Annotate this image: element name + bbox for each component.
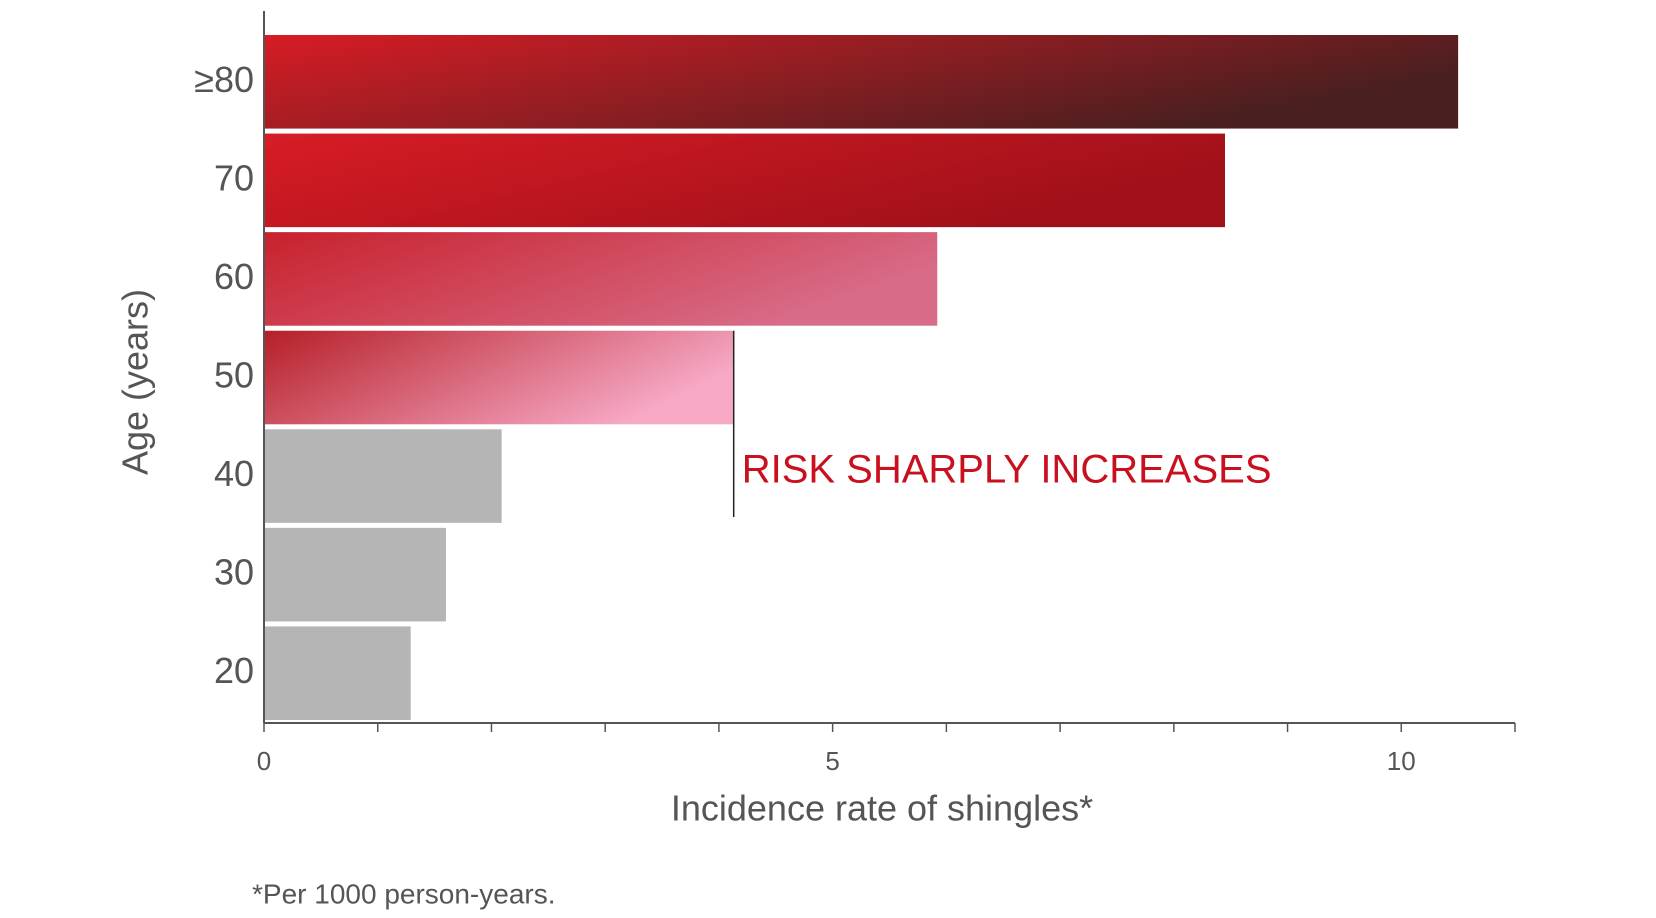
y-tick-label: ≥80: [194, 59, 254, 100]
annotation: RISK SHARPLY INCREASES: [742, 448, 1272, 492]
bar: [264, 429, 502, 523]
bar: [264, 133, 1225, 228]
y-tick-label: 60: [214, 256, 254, 297]
bar: [264, 232, 938, 326]
y-axis-label: Age (years): [115, 289, 156, 475]
x-tick-label: 0: [257, 746, 271, 776]
bar: [264, 527, 446, 622]
y-tick-label: 30: [214, 552, 254, 593]
bar: [264, 330, 734, 425]
y-tick-label: 50: [214, 355, 254, 396]
bar: [264, 35, 1459, 129]
x-axis-label: Incidence rate of shingles*: [671, 788, 1093, 829]
bar: [264, 626, 411, 720]
y-tick-label: 70: [214, 157, 254, 198]
x-tick-label: 5: [825, 746, 839, 776]
y-tick-label: 40: [214, 453, 254, 494]
footnote: *Per 1000 person-years.: [252, 878, 556, 909]
x-tick-label: 10: [1387, 746, 1416, 776]
y-tick-label: 20: [214, 650, 254, 691]
